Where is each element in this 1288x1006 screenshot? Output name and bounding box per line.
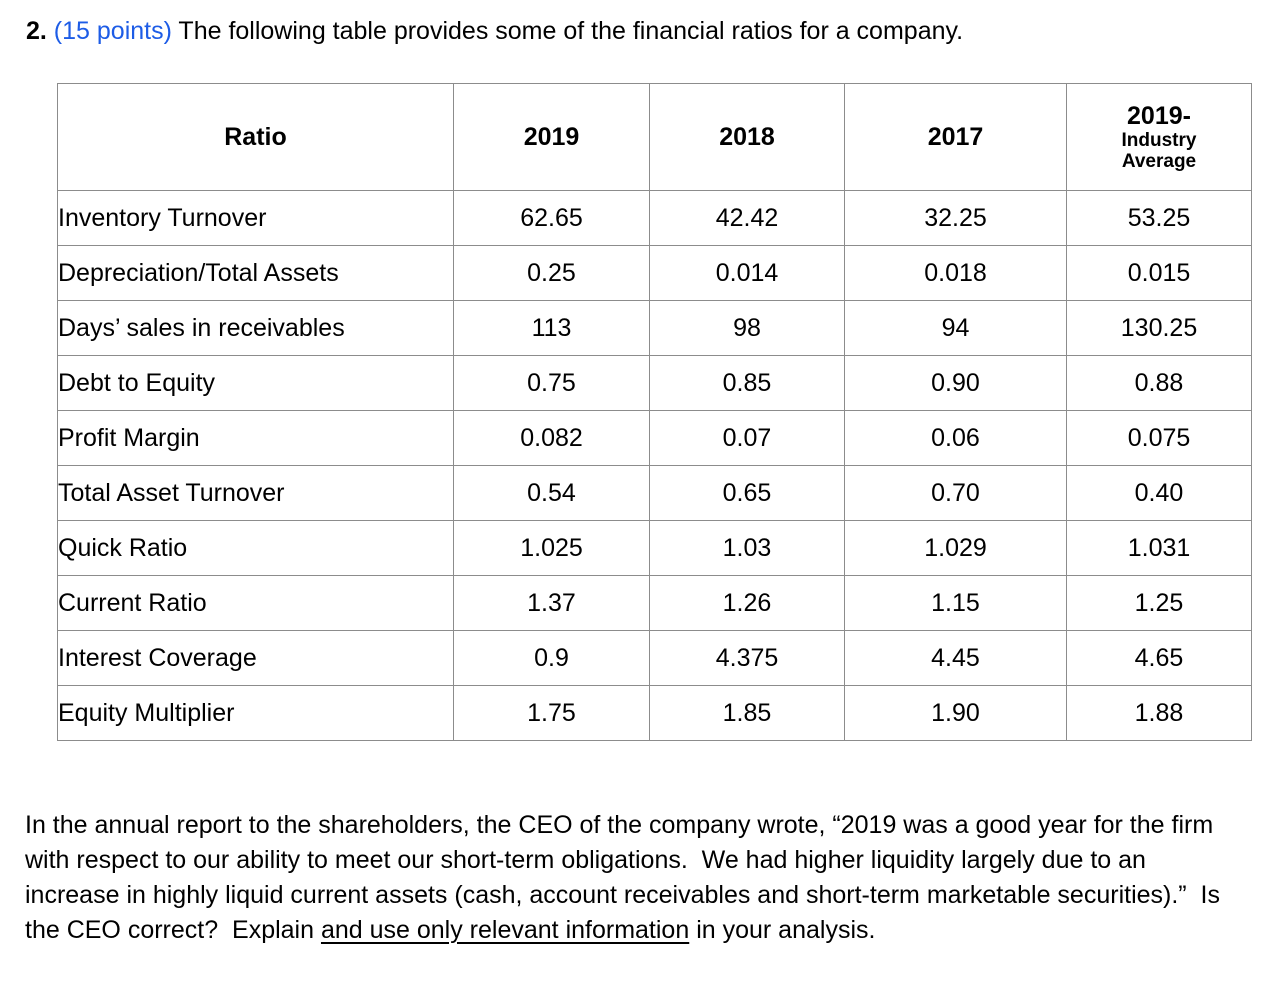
ratio-name-cell: Profit Margin — [57, 410, 454, 466]
table-row: Quick Ratio 1.025 1.03 1.029 1.031 — [57, 520, 1252, 576]
ratio-value-cell: 0.54 — [453, 465, 650, 521]
ratio-name-cell: Interest Coverage — [57, 630, 454, 686]
ratio-name-cell: Inventory Turnover — [57, 190, 454, 246]
industry-average-year: 2019- — [1127, 101, 1191, 130]
ratio-value-cell: 1.025 — [453, 520, 650, 576]
ratio-name-cell: Quick Ratio — [57, 520, 454, 576]
table-row: Equity Multiplier 1.75 1.85 1.90 1.88 — [57, 685, 1252, 741]
ratio-value-cell: 0.70 — [844, 465, 1067, 521]
ratio-value-cell: 0.018 — [844, 245, 1067, 301]
ratio-value-cell: 0.25 — [453, 245, 650, 301]
ratio-value-cell: 0.06 — [844, 410, 1067, 466]
ratio-value-cell: 0.082 — [453, 410, 650, 466]
ratio-value-cell: 53.25 — [1066, 190, 1252, 246]
table-row: Depreciation/Total Assets 0.25 0.014 0.018 0… — [57, 245, 1252, 301]
column-header-ratio: Ratio — [57, 83, 454, 191]
ratio-value-cell: 32.25 — [844, 190, 1067, 246]
ratio-value-cell: 1.031 — [1066, 520, 1252, 576]
ratio-value-cell: 98 — [649, 300, 845, 356]
ratio-value-cell: 0.40 — [1066, 465, 1252, 521]
ratio-value-cell: 0.65 — [649, 465, 845, 521]
ratio-value-cell: 0.88 — [1066, 355, 1252, 411]
paragraph-underlined-text: and use only relevant information — [320, 916, 690, 944]
ratio-name-cell: Current Ratio — [57, 575, 454, 631]
ratio-name-cell: Equity Multiplier — [57, 685, 454, 741]
ratio-value-cell: 113 — [453, 300, 650, 356]
ratio-value-cell: 62.65 — [453, 190, 650, 246]
ratio-value-cell: 0.075 — [1066, 410, 1252, 466]
ratio-value-cell: 4.45 — [844, 630, 1067, 686]
column-header-2018: 2018 — [649, 83, 845, 191]
ratio-value-cell: 0.90 — [844, 355, 1067, 411]
points-label: (15 points) — [46, 17, 179, 45]
ratio-value-cell: 1.029 — [844, 520, 1067, 576]
ratio-value-cell: 0.85 — [649, 355, 845, 411]
ratio-value-cell: 1.37 — [453, 575, 650, 631]
ratio-value-cell: 0.9 — [453, 630, 650, 686]
ratio-value-cell: 4.65 — [1066, 630, 1252, 686]
table-row: Debt to Equity 0.75 0.85 0.90 0.88 — [57, 355, 1252, 411]
ratio-value-cell: 0.07 — [649, 410, 845, 466]
ratio-value-cell: 0.014 — [649, 245, 845, 301]
ratio-value-cell: 4.375 — [649, 630, 845, 686]
ratio-value-cell: 42.42 — [649, 190, 845, 246]
table-row: Interest Coverage 0.9 4.375 4.45 4.65 — [57, 630, 1252, 686]
ratio-name-cell: Days’ sales in receivables — [57, 300, 454, 356]
ratio-value-cell: 130.25 — [1066, 300, 1252, 356]
table-row: Days’ sales in receivables 113 98 94 130.25 — [57, 300, 1252, 356]
financial-ratios-table: Ratio 2019 2018 2017 2019- Industry Aver… — [57, 83, 1252, 741]
ceo-statement-paragraph: In the annual report to the shareholders… — [25, 808, 1243, 948]
column-header-2017: 2017 — [844, 83, 1067, 191]
industry-average-label-line2: Average — [1121, 150, 1197, 172]
ratio-value-cell: 1.88 — [1066, 685, 1252, 741]
table-row: Total Asset Turnover 0.54 0.65 0.70 0.40 — [57, 465, 1252, 521]
paragraph-text-before: In the annual report to the shareholders… — [25, 811, 1227, 944]
question-text: The following table provides some of the… — [178, 17, 964, 45]
ratio-value-cell: 1.25 — [1066, 575, 1252, 631]
ratio-name-cell: Total Asset Turnover — [57, 465, 454, 521]
ratio-value-cell: 1.85 — [649, 685, 845, 741]
ratio-value-cell: 1.26 — [649, 575, 845, 631]
table-row: Inventory Turnover 62.65 42.42 32.25 53.25 — [57, 190, 1252, 246]
ratio-value-cell: 1.15 — [844, 575, 1067, 631]
column-header-2019: 2019 — [453, 83, 650, 191]
table-row: Current Ratio 1.37 1.26 1.15 1.25 — [57, 575, 1252, 631]
table-row: Profit Margin 0.082 0.07 0.06 0.075 — [57, 410, 1252, 466]
ratio-value-cell: 94 — [844, 300, 1067, 356]
ratio-value-cell: 1.90 — [844, 685, 1067, 741]
column-header-industry-average: 2019- Industry Average — [1066, 83, 1252, 191]
question-number: 2. — [26, 17, 47, 45]
question-title: 2. (15 points) The following table provi… — [26, 15, 963, 47]
ratio-value-cell: 1.75 — [453, 685, 650, 741]
ratio-name-cell: Depreciation/Total Assets — [57, 245, 454, 301]
paragraph-text-after: in your analysis. — [689, 916, 876, 944]
ratio-name-cell: Debt to Equity — [57, 355, 454, 411]
industry-average-label-line1: Industry — [1121, 129, 1197, 151]
ratio-value-cell: 1.03 — [649, 520, 845, 576]
ratio-value-cell: 0.75 — [453, 355, 650, 411]
table-header-row: Ratio 2019 2018 2017 2019- Industry Aver… — [57, 83, 1252, 191]
ratio-value-cell: 0.015 — [1066, 245, 1252, 301]
